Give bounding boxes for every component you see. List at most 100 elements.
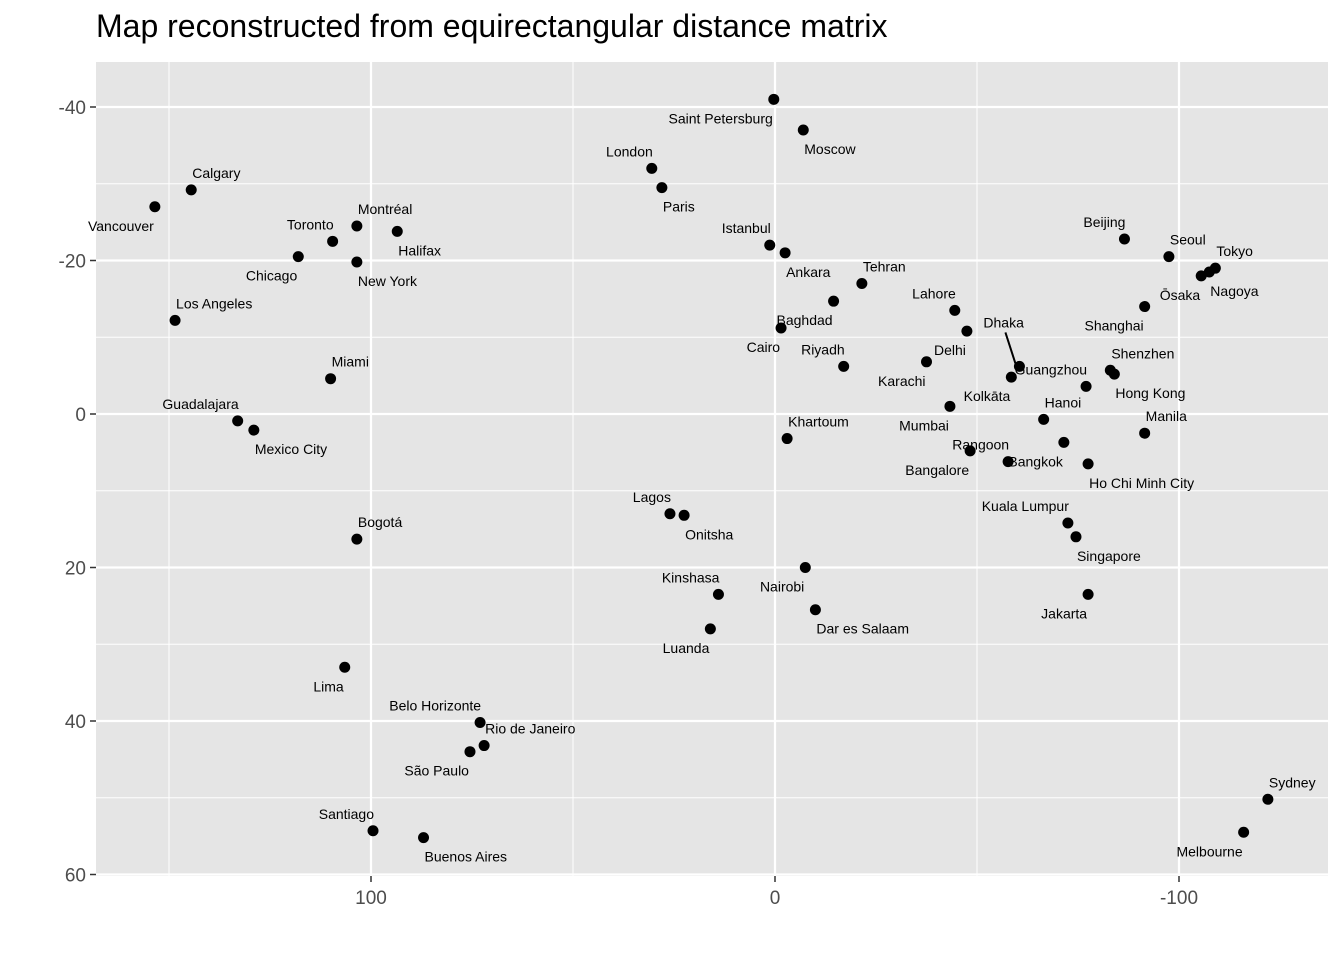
point-sao-paulo <box>464 746 476 758</box>
label-seoul: Seoul <box>1170 232 1206 248</box>
plot-panel <box>96 62 1328 876</box>
label-tokyo: Tokyo <box>1216 243 1253 259</box>
point-guadalajara <box>232 415 244 427</box>
label-vancouver: Vancouver <box>88 218 154 234</box>
label-hong-kong: Hong Kong <box>1115 385 1185 401</box>
point-toronto <box>327 235 339 247</box>
point-hanoi <box>1038 413 1050 425</box>
point-jakarta <box>1082 588 1094 600</box>
label-rio-de-janeiro: Rio de Janeiro <box>485 721 575 737</box>
label-guangzhou: Guangzhou <box>1015 361 1087 377</box>
point-bangalore <box>964 445 976 457</box>
label-khartoum: Khartoum <box>788 414 849 430</box>
point-kinshasa <box>712 588 724 600</box>
point-kuala-lumpur <box>1062 517 1074 529</box>
point-lima <box>339 661 351 673</box>
label-lagos: Lagos <box>633 489 671 505</box>
label-dar-es-salaam: Dar es Salaam <box>816 621 909 637</box>
point-belo-horizonte <box>474 717 486 729</box>
label-riyadh: Riyadh <box>801 341 845 357</box>
point-mumbai <box>944 400 956 412</box>
label-leader-line <box>1004 332 1017 364</box>
label-hanoi: Hanoi <box>1045 394 1082 410</box>
label-mumbai: Mumbai <box>899 417 949 433</box>
label-calgary: Calgary <box>192 165 240 181</box>
point-beijing <box>1118 233 1130 245</box>
label-moscow: Moscow <box>804 141 856 157</box>
label-bangalore: Bangalore <box>905 462 969 478</box>
label-ho-chi-minh-city: Ho Chi Minh City <box>1089 475 1194 491</box>
point-lahore <box>949 304 961 316</box>
point-delhi <box>961 325 973 337</box>
label-kinshasa: Kinshasa <box>662 569 720 585</box>
label-karachi: Karachi <box>878 373 925 389</box>
label-rangoon: Rangoon <box>952 437 1009 453</box>
label-toronto: Toronto <box>287 216 334 232</box>
point-london <box>646 162 658 174</box>
data-points <box>149 93 1274 844</box>
point-sydney <box>1262 793 1274 805</box>
point-bangkok <box>1058 436 1070 448</box>
point-khartoum <box>781 433 793 445</box>
point-onitsha <box>678 509 690 521</box>
point-paris <box>656 182 668 194</box>
point-dhaka <box>1013 360 1025 372</box>
point-karachi <box>921 356 932 368</box>
point-mexico-city <box>248 424 260 436</box>
y-tick-label: 60 <box>65 866 86 887</box>
point-santiago <box>367 825 379 837</box>
y-tick-label: 40 <box>65 712 86 733</box>
point-tehran <box>856 278 868 290</box>
label-bangkok: Bangkok <box>1008 453 1063 469</box>
point-osaka <box>1195 270 1207 282</box>
label-montreal: Montréal <box>358 201 412 217</box>
x-tick-label: 0 <box>770 888 781 909</box>
point-moscow <box>797 124 809 136</box>
point-miami <box>325 373 337 385</box>
label-manila: Manila <box>1146 408 1187 424</box>
label-lima: Lima <box>313 678 344 694</box>
point-luanda <box>704 623 716 635</box>
label-kolkata: Kolkāta <box>964 388 1011 404</box>
label-santiago: Santiago <box>319 806 374 822</box>
point-saint-petersburg <box>768 93 780 105</box>
label-kuala-lumpur: Kuala Lumpur <box>982 498 1070 514</box>
point-labels: Saint Petersburg Moscow London Paris Istanbu… <box>88 110 1316 864</box>
point-new-york <box>351 256 363 268</box>
label-saint-petersburg: Saint Petersburg <box>668 110 772 126</box>
point-seoul <box>1163 251 1175 263</box>
label-sydney: Sydney <box>1269 774 1316 790</box>
label-baghdad: Baghdad <box>777 312 833 328</box>
label-cairo: Cairo <box>747 339 781 355</box>
label-los-angeles: Los Angeles <box>176 295 252 311</box>
label-nagoya: Nagoya <box>1210 283 1258 299</box>
y-tick-label: 0 <box>75 405 86 426</box>
point-ankara <box>779 247 791 259</box>
x-tick-label: -100 <box>1160 888 1198 909</box>
label-dhaka: Dhaka <box>983 314 1024 330</box>
label-london: London <box>606 143 653 159</box>
point-vancouver <box>149 201 161 213</box>
point-baghdad <box>828 295 840 307</box>
label-onitsha: Onitsha <box>685 526 733 542</box>
y-tick-label: 20 <box>65 559 86 580</box>
point-calgary <box>185 184 197 196</box>
point-lagos <box>664 508 676 520</box>
label-sao-paulo: São Paulo <box>404 763 469 779</box>
y-tick-label: -20 <box>59 252 86 273</box>
label-chicago: Chicago <box>246 268 298 284</box>
label-delhi: Delhi <box>934 342 966 358</box>
point-manila <box>1139 427 1151 439</box>
label-belo-horizonte: Belo Horizonte <box>389 698 481 714</box>
chart-title: Map reconstructed from equirectangular d… <box>96 8 888 44</box>
point-dar-es-salaam <box>809 604 821 616</box>
point-nairobi <box>799 562 811 573</box>
point-singapore <box>1070 531 1082 543</box>
label-shanghai: Shanghai <box>1084 318 1143 334</box>
label-paris: Paris <box>663 199 695 215</box>
point-guangzhou <box>1080 380 1092 392</box>
point-chicago <box>292 251 304 263</box>
panel-background <box>96 62 1328 876</box>
point-ho-chi-minh-city <box>1082 458 1094 470</box>
